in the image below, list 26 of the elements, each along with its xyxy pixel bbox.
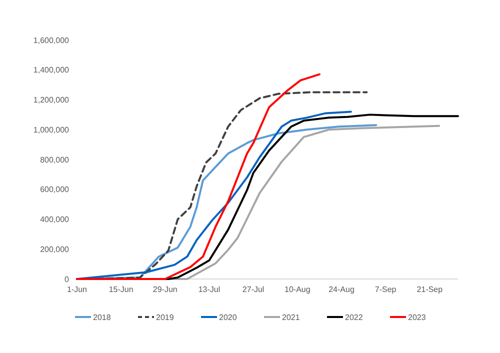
x-tick-label: 24-Aug	[328, 285, 354, 294]
y-tick-label: 1,000,000	[33, 125, 70, 134]
y-tick-label: 200,000	[40, 244, 70, 254]
y-tick-label: 600,000	[40, 185, 70, 194]
legend-label: 2019	[156, 312, 174, 322]
legend-label: 2023	[408, 312, 426, 322]
y-tick-label: 1,600,000	[33, 36, 70, 45]
y-tick-label: 400,000	[40, 215, 70, 224]
x-tick-label: 7-Sep	[374, 285, 397, 294]
y-tick-label: 1,200,000	[33, 96, 70, 105]
y-tick-label: 1,400,000	[33, 66, 70, 75]
x-tick-label: 10-Aug	[284, 285, 310, 294]
x-tick-label: 29-Jun	[152, 285, 178, 294]
x-tick-label: 13-Jul	[198, 285, 220, 294]
line-series	[76, 73, 320, 280]
legend-label: 2021	[282, 312, 300, 322]
y-tick-label: 800,000	[40, 155, 70, 164]
line-series	[76, 124, 378, 280]
legend-label: 2018	[93, 312, 112, 322]
x-tick-label: 15-Jun	[108, 285, 134, 294]
y-tick-label: 0	[64, 274, 70, 284]
legend-label: 2020	[219, 312, 238, 322]
legend-label: 2022	[345, 312, 364, 322]
x-tick-label: 21-Sep	[416, 285, 444, 294]
x-tick-label: 1-Jun	[66, 285, 88, 294]
x-tick-label: 27-Jul	[242, 285, 264, 294]
